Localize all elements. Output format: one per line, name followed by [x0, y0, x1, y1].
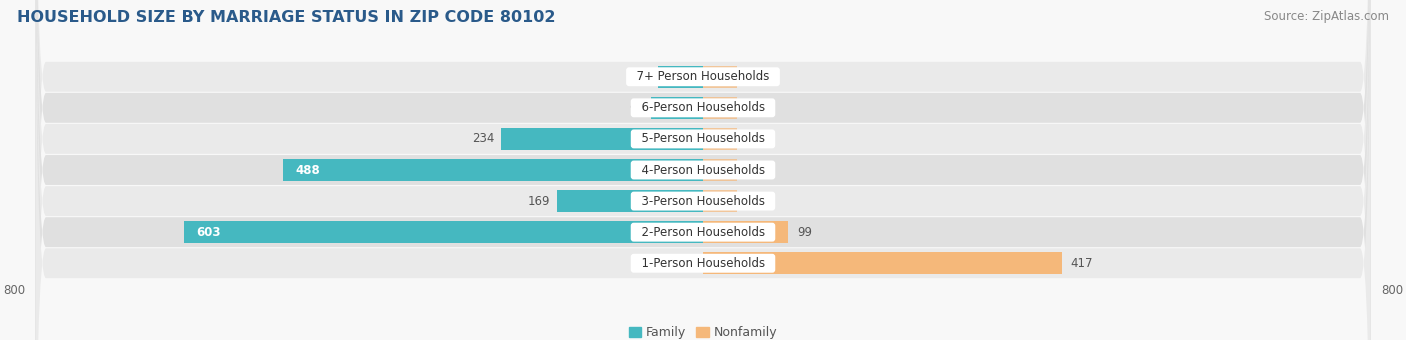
Text: 0: 0: [744, 101, 752, 114]
Legend: Family, Nonfamily: Family, Nonfamily: [624, 321, 782, 340]
Text: 0: 0: [744, 164, 752, 176]
Text: 3-Person Households: 3-Person Households: [634, 194, 772, 208]
Bar: [703, 128, 738, 150]
Text: 488: 488: [295, 164, 321, 176]
Text: 0: 0: [744, 132, 752, 146]
Bar: [658, 66, 703, 88]
Bar: [703, 252, 1062, 274]
Bar: [703, 221, 789, 243]
Text: 7+ Person Households: 7+ Person Households: [628, 70, 778, 83]
Text: 5-Person Households: 5-Person Households: [634, 132, 772, 146]
Text: Source: ZipAtlas.com: Source: ZipAtlas.com: [1264, 10, 1389, 23]
Text: 169: 169: [529, 194, 551, 208]
FancyBboxPatch shape: [35, 0, 1371, 340]
Text: 6-Person Households: 6-Person Households: [634, 101, 772, 114]
FancyBboxPatch shape: [35, 0, 1371, 340]
Bar: [557, 190, 703, 212]
FancyBboxPatch shape: [35, 0, 1371, 340]
FancyBboxPatch shape: [35, 0, 1371, 340]
Bar: [283, 159, 703, 181]
Text: 1-Person Households: 1-Person Households: [634, 257, 772, 270]
Bar: [703, 159, 738, 181]
Bar: [703, 97, 738, 119]
Text: 603: 603: [197, 226, 221, 239]
Text: HOUSEHOLD SIZE BY MARRIAGE STATUS IN ZIP CODE 80102: HOUSEHOLD SIZE BY MARRIAGE STATUS IN ZIP…: [17, 10, 555, 25]
FancyBboxPatch shape: [35, 0, 1371, 340]
Text: 60: 60: [630, 101, 644, 114]
FancyBboxPatch shape: [35, 0, 1371, 340]
Text: 4-Person Households: 4-Person Households: [634, 164, 772, 176]
Bar: [703, 190, 738, 212]
FancyBboxPatch shape: [35, 0, 1371, 340]
Text: 417: 417: [1071, 257, 1094, 270]
Bar: [184, 221, 703, 243]
Bar: [502, 128, 703, 150]
Text: 2-Person Households: 2-Person Households: [634, 226, 772, 239]
Text: 99: 99: [797, 226, 811, 239]
Text: 0: 0: [744, 194, 752, 208]
Text: 52: 52: [637, 70, 651, 83]
Text: 234: 234: [472, 132, 495, 146]
Bar: [703, 66, 738, 88]
Text: 0: 0: [744, 70, 752, 83]
Bar: [651, 97, 703, 119]
